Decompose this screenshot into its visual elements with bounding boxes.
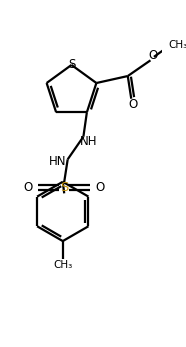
Text: CH₃: CH₃ [53, 260, 72, 270]
Text: O: O [128, 98, 138, 111]
Text: O: O [95, 181, 105, 194]
Text: CH₃: CH₃ [168, 40, 186, 50]
Text: O: O [24, 181, 33, 194]
Text: NH: NH [80, 135, 97, 147]
Text: O: O [148, 50, 158, 62]
Text: HN: HN [49, 155, 66, 168]
Text: S: S [60, 181, 68, 194]
Text: S: S [69, 58, 76, 70]
